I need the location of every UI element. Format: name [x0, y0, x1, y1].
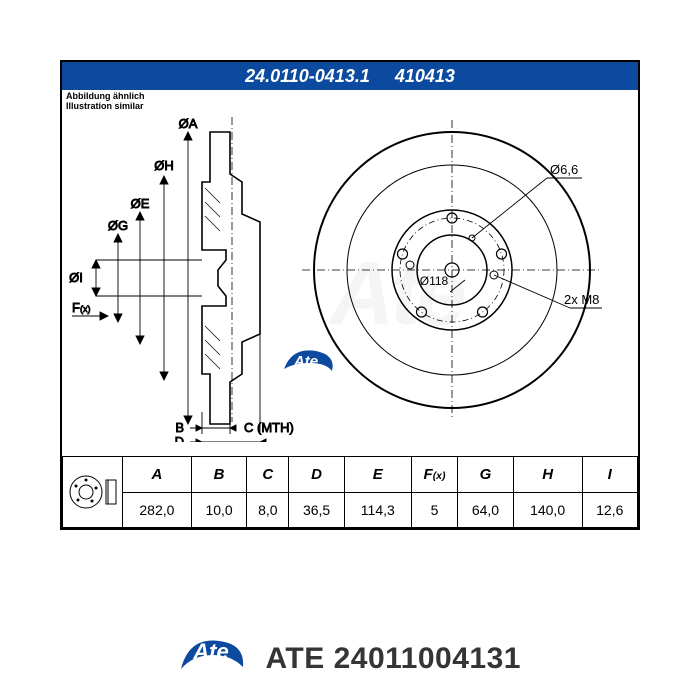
col-C: C	[247, 457, 289, 493]
col-G: G	[458, 457, 513, 493]
part-number: 24.0110-0413.1	[245, 66, 370, 86]
svg-text:F(x): F(x)	[72, 300, 90, 315]
val-G: 64,0	[458, 493, 513, 528]
technical-diagram: Ø6,6 Ø118 2x M8	[62, 112, 638, 442]
svg-text:C (MTH): C (MTH)	[244, 420, 294, 435]
header-bar: 24.0110-0413.1 410413	[62, 62, 638, 90]
similarity-note: Abbildung ähnlich Illustration similar	[66, 92, 145, 112]
thumb-cell	[63, 457, 123, 528]
dimension-table: A B C D E F(x) G H I 282,0 10,0 8,0 36,5…	[62, 456, 638, 528]
val-C: 8,0	[247, 493, 289, 528]
svg-text:2x M8: 2x M8	[564, 292, 599, 307]
footer-partnum: 24011004131	[334, 642, 521, 675]
table-header-row: A B C D E F(x) G H I	[63, 457, 638, 493]
svg-text:ØE: ØE	[131, 196, 150, 211]
col-D: D	[289, 457, 344, 493]
val-D: 36,5	[289, 493, 344, 528]
val-A: 282,0	[123, 493, 192, 528]
val-Fx: 5	[411, 493, 457, 528]
diagram-frame: 24.0110-0413.1 410413 Abbildung ähnlich …	[60, 60, 640, 530]
col-A: A	[123, 457, 192, 493]
note-en: Illustration similar	[66, 101, 144, 111]
svg-text:ØH: ØH	[154, 158, 174, 173]
col-B: B	[191, 457, 246, 493]
svg-text:Ø118: Ø118	[420, 274, 449, 288]
note-de: Abbildung ähnlich	[66, 91, 145, 101]
val-H: 140,0	[513, 493, 582, 528]
svg-text:D: D	[175, 434, 184, 442]
header-code: 410413	[395, 66, 455, 86]
col-H: H	[513, 457, 582, 493]
val-I: 12,6	[582, 493, 637, 528]
ate-logo-icon: Ate	[179, 635, 249, 682]
svg-text:Ate: Ate	[293, 353, 318, 370]
col-E: E	[344, 457, 411, 493]
svg-text:Ate: Ate	[192, 639, 228, 664]
val-B: 10,0	[191, 493, 246, 528]
footer-text: ATE 24011004131	[265, 642, 521, 676]
col-I: I	[582, 457, 637, 493]
svg-text:ØG: ØG	[108, 218, 128, 233]
svg-text:B: B	[175, 420, 184, 435]
footer: Ate ATE 24011004131	[0, 635, 700, 682]
ate-logo-small: Ate	[284, 350, 333, 371]
svg-text:ØI: ØI	[69, 270, 83, 285]
col-Fx: F(x)	[411, 457, 457, 493]
svg-text:ØA: ØA	[179, 116, 198, 131]
footer-brand: ATE	[265, 642, 324, 675]
svg-text:Ø6,6: Ø6,6	[550, 162, 578, 177]
val-E: 114,3	[344, 493, 411, 528]
table-value-row: 282,0 10,0 8,0 36,5 114,3 5 64,0 140,0 1…	[63, 493, 638, 528]
